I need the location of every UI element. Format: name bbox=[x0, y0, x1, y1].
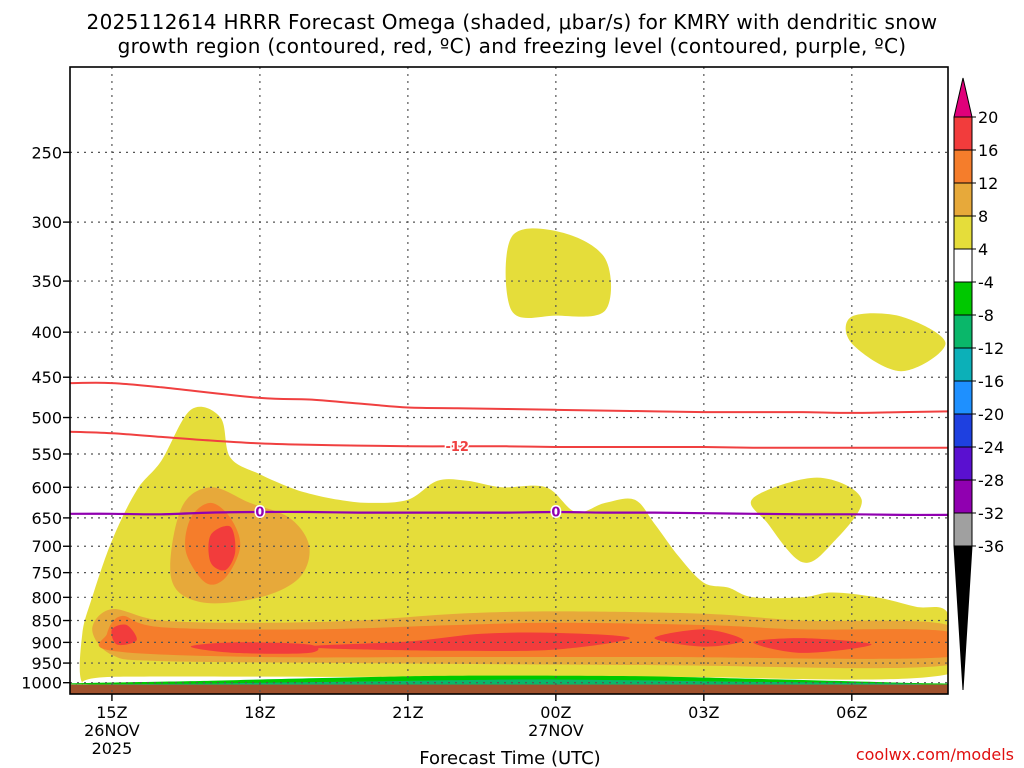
omega-region-15 bbox=[106, 679, 922, 685]
y-tick-label-950: 950 bbox=[31, 654, 62, 673]
snow-growth-contour-0 bbox=[70, 381, 948, 414]
y-tick-label-650: 650 bbox=[31, 509, 62, 528]
colorbar-label-0: 20 bbox=[978, 108, 998, 127]
freezing-level-contour-0 bbox=[70, 510, 948, 517]
colorbar-swatch-7 bbox=[953, 347, 973, 382]
x-tick-sublabel-15Z-0: 26NOV bbox=[84, 721, 140, 740]
y-tick-label-800: 800 bbox=[31, 588, 62, 607]
colorbar-swatch-9 bbox=[953, 413, 973, 448]
terrain-layer bbox=[70, 684, 948, 694]
x-tick-label-03Z: 03Z bbox=[688, 703, 719, 722]
omega-region-2 bbox=[845, 313, 946, 372]
y-tick-label-750: 750 bbox=[31, 564, 62, 583]
colorbar-swatch-8 bbox=[953, 380, 973, 415]
y-tick-label-300: 300 bbox=[31, 213, 62, 232]
y-tick-label-850: 850 bbox=[31, 612, 62, 631]
colorbar-label-8: -16 bbox=[978, 372, 1004, 391]
colorbar-label-3: 8 bbox=[978, 207, 988, 226]
y-tick-label-450: 450 bbox=[31, 368, 62, 387]
omega-region-8 bbox=[208, 525, 236, 571]
colorbar-swatch-10 bbox=[953, 446, 973, 481]
colorbar-label-2: 12 bbox=[978, 174, 998, 193]
colorbar-label-6: -8 bbox=[978, 306, 994, 325]
colorbar-label-12: -32 bbox=[978, 504, 1004, 523]
y-tick-label-400: 400 bbox=[31, 323, 62, 342]
colorbar-label-4: 4 bbox=[978, 240, 988, 259]
colorbar-swatch-6 bbox=[953, 314, 973, 349]
colorbar-top-arrow bbox=[953, 77, 973, 118]
omega-region-10 bbox=[190, 642, 319, 654]
colorbar-label-1: 16 bbox=[978, 141, 998, 160]
omega-region-9 bbox=[111, 624, 137, 646]
x-axis-label: Forecast Time (UTC) bbox=[419, 748, 600, 768]
x-tick-sublabel-00Z-0: 27NOV bbox=[528, 721, 584, 740]
omega-region-11 bbox=[308, 632, 630, 652]
colorbar-label-5: -4 bbox=[978, 273, 994, 292]
x-tick-label-06Z: 06Z bbox=[836, 703, 867, 722]
colorbar-swatch-3 bbox=[953, 215, 973, 250]
omega-region-3 bbox=[750, 477, 862, 563]
omega-region-13 bbox=[753, 638, 872, 653]
y-tick-label-900: 900 bbox=[31, 633, 62, 652]
colorbar-swatch-0 bbox=[953, 116, 973, 151]
omega-fields bbox=[70, 228, 948, 685]
y-tick-label-250: 250 bbox=[31, 143, 62, 162]
colorbar-swatch-4 bbox=[953, 248, 973, 283]
colorbar-label-7: -12 bbox=[978, 339, 1004, 358]
freezing-level-contour-0-label-1: 0 bbox=[551, 505, 560, 520]
colorbar-label-11: -28 bbox=[978, 471, 1004, 490]
chart-title-line1: 2025112614 HRRR Forecast Omega (shaded, … bbox=[87, 10, 938, 34]
x-tick-label-18Z: 18Z bbox=[244, 703, 275, 722]
colorbar-swatch-1 bbox=[953, 149, 973, 184]
terrain-fill bbox=[70, 684, 948, 694]
y-tick-label-500: 500 bbox=[31, 409, 62, 428]
colorbar-bottom-arrow bbox=[953, 545, 973, 691]
colorbar-swatch-5 bbox=[953, 281, 973, 316]
plot-frame bbox=[69, 66, 949, 695]
y-tick-label-1000: 1000 bbox=[21, 674, 62, 693]
x-tick-sublabel-15Z-1: 2025 bbox=[92, 739, 133, 758]
source-credit[interactable]: coolwx.com/models bbox=[856, 745, 1014, 764]
snow-growth-contour-1-label-0: -12 bbox=[445, 440, 469, 455]
colorbar-swatch-12 bbox=[953, 512, 973, 547]
y-tick-label-350: 350 bbox=[31, 272, 62, 291]
contour-lines: -12 0 0 bbox=[70, 381, 948, 522]
y-tick-label-600: 600 bbox=[31, 478, 62, 497]
y-axis: 250 300 350 400 450 500 550 600 650 700 750 800 850 9… bbox=[21, 143, 70, 693]
freezing-level-contour-0-label-0: 0 bbox=[255, 505, 264, 520]
colorbar-label-10: -24 bbox=[978, 438, 1004, 457]
colorbar-label-13: -36 bbox=[978, 537, 1004, 556]
colorbar: 20 16 12 8 4 -4 -8 -12 -16 -20 -24 -28 -32 -36 bbox=[953, 77, 1004, 691]
colorbar-label-9: -20 bbox=[978, 405, 1004, 424]
x-tick-label-21Z: 21Z bbox=[392, 703, 423, 722]
snow-growth-contour-1 bbox=[70, 430, 948, 449]
y-tick-label-700: 700 bbox=[31, 537, 62, 556]
chart-title-line2: growth region (contoured, red, ºC) and f… bbox=[118, 34, 907, 58]
colorbar-swatch-2 bbox=[953, 182, 973, 217]
omega-region-1 bbox=[505, 228, 612, 319]
colorbar-swatch-11 bbox=[953, 479, 973, 514]
x-tick-label-15Z: 15Z bbox=[96, 703, 127, 722]
x-tick-label-00Z: 00Z bbox=[540, 703, 571, 722]
y-tick-label-550: 550 bbox=[31, 445, 62, 464]
